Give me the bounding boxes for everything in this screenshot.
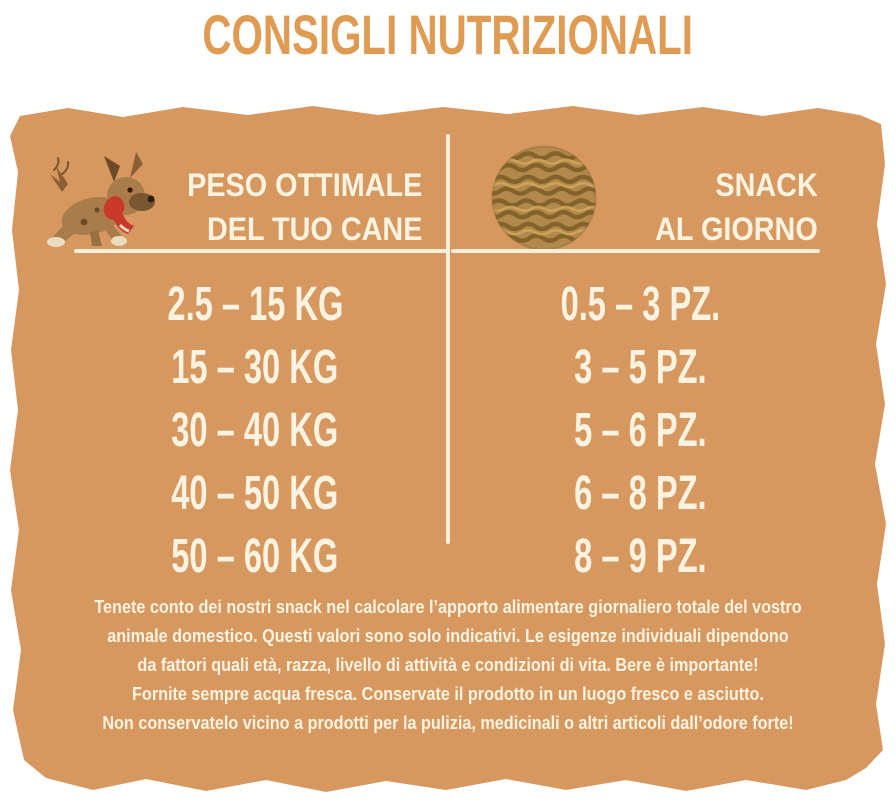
table-row-snacks: 8 – 9 PZ. [573,530,707,583]
disclaimer-line: Tenete conto dei nostri snack nel calcol… [94,597,802,617]
left-header-line1: PESO OTTIMALE [186,167,422,203]
right-header-line2: AL GIORNO [655,211,818,247]
left-header-line2: DEL TUO CANE [206,211,422,247]
right-header-line1: SNACK [715,167,818,203]
table-row-snacks: 3 – 5 PZ. [573,341,707,394]
disclaimer-line: Non conservatelo vicino a prodotti per l… [102,713,794,733]
page-title: CONSIGLI NUTRIZIONALI [0,2,896,67]
weight-column: 2.5 – 15 KG 15 – 30 KG 30 – 40 KG 40 – 5… [70,273,440,588]
disclaimer-text: Tenete conto dei nostri snack nel calcol… [48,593,848,738]
biscuit-svg [491,145,597,251]
page-title-text: CONSIGLI NUTRIZIONALI [202,3,694,66]
disclaimer-line: Fornite sempre acqua fresca. Conservate … [132,684,764,704]
column-divider [446,134,450,544]
table-row-snacks: 5 – 6 PZ. [573,404,707,457]
table-row-weight: 30 – 40 KG [171,404,339,457]
biscuit-icon [490,144,598,252]
right-column-header: SNACK AL GIORNO [518,163,818,251]
table-row-weight: 50 – 60 KG [171,530,339,583]
left-header-underline [74,249,448,253]
right-header-underline [451,249,820,253]
disclaimer-line: animale domestico. Questi valori sono so… [107,626,789,646]
table-row-weight: 15 – 30 KG [171,341,339,394]
table-row-weight: 2.5 – 15 KG [166,278,343,331]
table-row-weight: 40 – 50 KG [171,467,339,520]
disclaimer-line: da fattori quali età, razza, livello di … [137,655,759,675]
table-row-snacks: 6 – 8 PZ. [573,467,707,520]
snacks-column: 0.5 – 3 PZ. 3 – 5 PZ. 5 – 6 PZ. 6 – 8 PZ… [455,273,825,588]
dog-illustration-svg [47,152,155,247]
left-column-header: PESO OTTIMALE DEL TUO CANE [122,163,422,251]
table-row-snacks: 0.5 – 3 PZ. [560,278,720,331]
dog-icon [40,152,160,257]
